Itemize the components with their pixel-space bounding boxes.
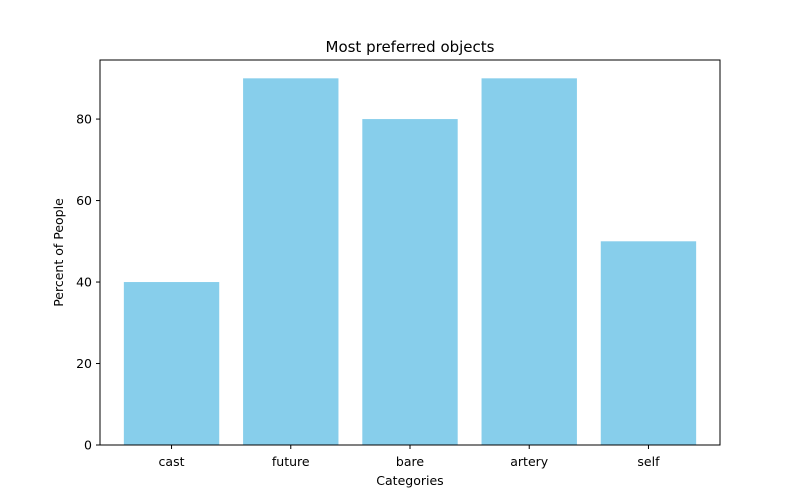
- chart-title: Most preferred objects: [326, 38, 495, 56]
- y-axis-ticks: 0 20 40 60 80: [76, 112, 100, 453]
- plot-area-frame: [99, 59, 721, 446]
- x-tick-label: cast: [159, 454, 185, 469]
- y-tick-label: 20: [76, 356, 92, 371]
- x-tick-label: self: [637, 454, 660, 469]
- x-axis-label: Categories: [376, 473, 443, 488]
- y-tick-label: 40: [76, 275, 92, 290]
- bar-bare: [362, 119, 458, 445]
- bar-artery: [481, 78, 577, 445]
- y-tick-label: 60: [76, 193, 92, 208]
- bar-cast: [123, 282, 220, 445]
- bar-future: [243, 78, 339, 445]
- x-tick-label: bare: [396, 454, 424, 469]
- x-tick-label: future: [272, 454, 310, 469]
- bars-group: [123, 78, 697, 445]
- y-tick-label: 80: [76, 112, 92, 127]
- x-tick-label: artery: [510, 454, 549, 469]
- y-axis-label: Percent of People: [51, 198, 66, 307]
- x-axis-ticks: cast future bare artery self: [159, 445, 660, 469]
- bar-self: [600, 241, 697, 445]
- y-tick-label: 0: [84, 438, 92, 453]
